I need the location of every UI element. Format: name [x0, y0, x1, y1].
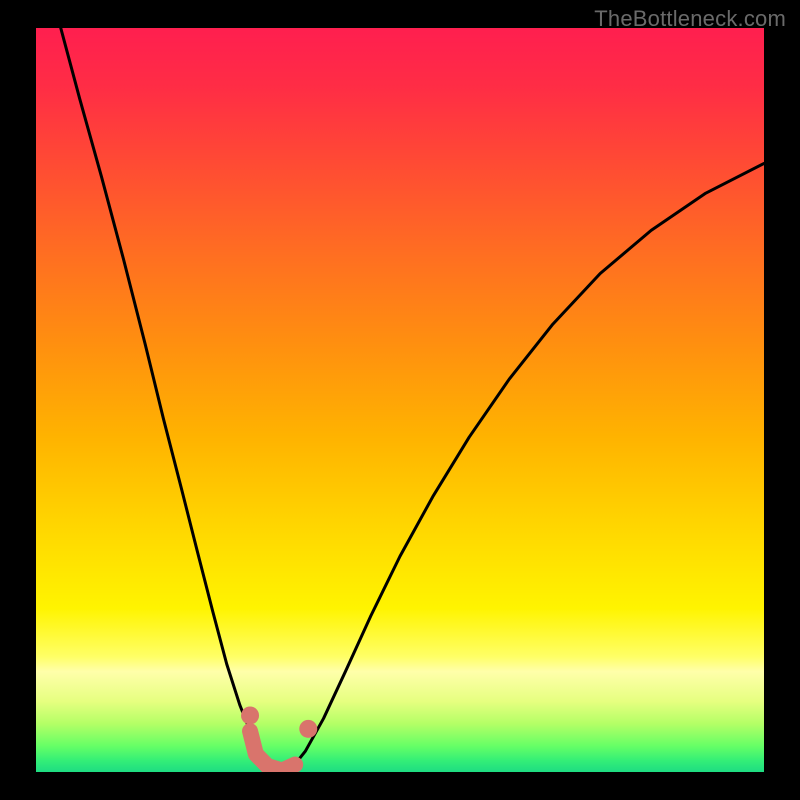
curve-svg: [36, 28, 764, 772]
marker-dot-left: [241, 706, 259, 724]
curve-right: [282, 163, 764, 772]
chart-container: TheBottleneck.com: [0, 0, 800, 800]
marker-cusp: [250, 731, 295, 770]
watermark-text: TheBottleneck.com: [594, 6, 786, 32]
curve-left: [61, 28, 282, 772]
marker-dot-right: [299, 720, 317, 738]
plot-area: [36, 28, 764, 772]
